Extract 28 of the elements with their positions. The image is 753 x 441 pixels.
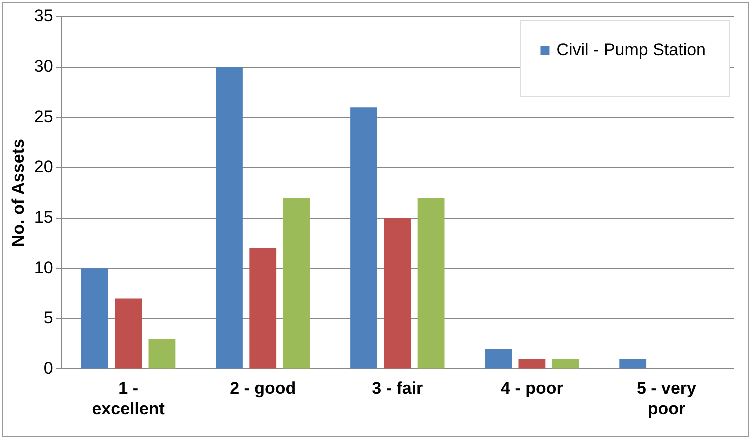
- bar: [350, 108, 378, 369]
- x-tick-label: 4 - poor: [501, 379, 564, 398]
- y-tick-label: 30: [34, 57, 54, 76]
- bar: [250, 248, 277, 369]
- y-axis-title: No. of Assets: [8, 139, 28, 248]
- y-tick-label: 25: [34, 107, 54, 126]
- bar: [518, 359, 546, 369]
- y-tick-label: 5: [44, 308, 54, 328]
- bar: [620, 359, 647, 369]
- y-tick-label: 20: [34, 158, 54, 177]
- x-tick-label: 3 - fair: [372, 379, 424, 398]
- bar: [216, 67, 243, 369]
- bar: [485, 349, 512, 369]
- bar: [384, 218, 412, 369]
- y-tick-label: 10: [34, 258, 54, 278]
- bar: [552, 359, 580, 369]
- y-tick-label: 0: [44, 358, 54, 378]
- legend-label: Civil - Pump Station: [556, 40, 706, 60]
- y-tick-label: 15: [34, 208, 54, 227]
- bar: [115, 298, 142, 369]
- x-tick-label: 2 - good: [230, 379, 296, 398]
- y-tick-label: 35: [34, 6, 54, 26]
- bar: [283, 198, 310, 369]
- x-tick-label: 1 - excellent: [92, 379, 166, 418]
- bar: [148, 339, 176, 369]
- bar: [81, 268, 108, 369]
- bar: [418, 198, 445, 369]
- x-tick-label: 5 - very poor: [636, 379, 698, 418]
